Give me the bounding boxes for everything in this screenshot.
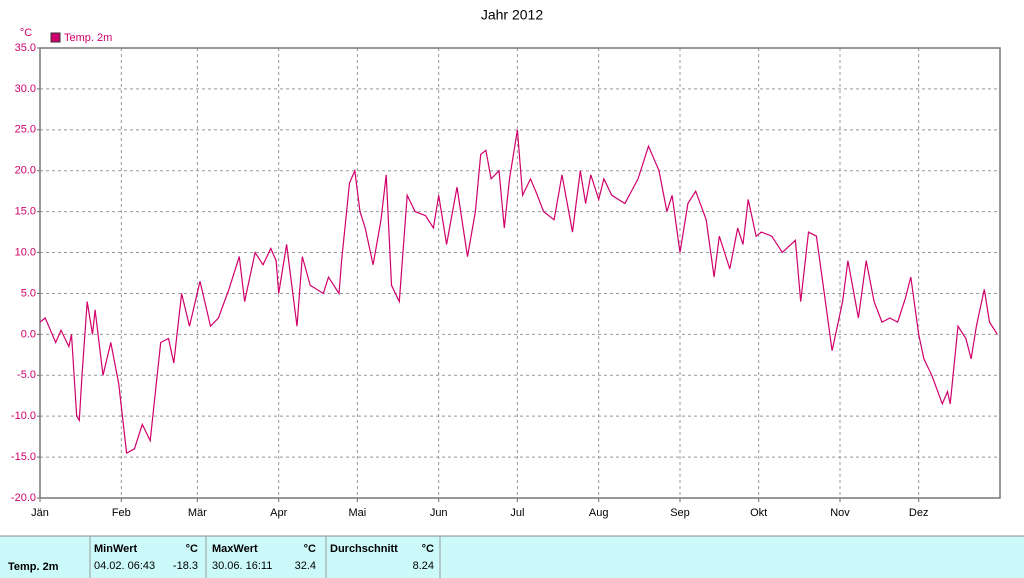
y-tick-label: 25.0 bbox=[15, 124, 36, 136]
stats-value: 32.4 bbox=[295, 560, 316, 572]
y-tick-label: -20.0 bbox=[11, 492, 36, 504]
legend-swatch bbox=[50, 32, 61, 43]
stats-date: 30.06. 16:11 bbox=[212, 560, 272, 572]
x-tick-label: Feb bbox=[112, 507, 131, 519]
x-tick-label: Jän bbox=[31, 507, 49, 519]
y-tick-label: 20.0 bbox=[15, 165, 36, 177]
stats-unit: °C bbox=[186, 543, 198, 555]
x-tick-label: Nov bbox=[830, 507, 850, 519]
x-tick-label: Jul bbox=[510, 507, 524, 519]
stats-value: -18.3 bbox=[173, 560, 198, 572]
x-tick-label: Mai bbox=[349, 507, 367, 519]
y-tick-label: 15.0 bbox=[15, 206, 36, 218]
stats-panel bbox=[0, 536, 1024, 578]
stats-table: Temp. 2m MinWert °C 04.02. 06:43 -18.3 MaxWe… bbox=[8, 536, 441, 578]
stats-value: 8.24 bbox=[413, 560, 434, 572]
y-tick-label: 10.0 bbox=[15, 246, 36, 258]
y-tick-label: 30.0 bbox=[15, 83, 36, 95]
y-axis-label: °C bbox=[20, 27, 32, 39]
stats-date: 04.02. 06:43 bbox=[94, 560, 155, 572]
y-tick-label: -5.0 bbox=[17, 369, 36, 381]
y-tick-label: 5.0 bbox=[21, 287, 36, 299]
x-tick-label: Sep bbox=[670, 507, 690, 519]
y-tick-label: 35.0 bbox=[15, 42, 36, 54]
x-tick-label: Aug bbox=[589, 507, 609, 519]
y-tick-label: -10.0 bbox=[11, 410, 36, 422]
plot-area bbox=[40, 48, 1000, 498]
series-line bbox=[39, 129, 998, 454]
stats-unit: °C bbox=[422, 543, 434, 555]
x-tick-label: Dez bbox=[909, 507, 929, 519]
x-tick-label: Mär bbox=[188, 507, 207, 519]
chart-title: Jahr 2012 bbox=[481, 7, 543, 23]
stats-row-label: Temp. 2m bbox=[8, 561, 59, 573]
stats-header: Durchschnitt bbox=[330, 543, 398, 555]
x-tick-label: Okt bbox=[750, 507, 767, 519]
stats-header: MinWert bbox=[94, 543, 138, 555]
stats-header: MaxWert bbox=[212, 543, 258, 555]
y-tick-label: -15.0 bbox=[11, 451, 36, 463]
x-tick-label: Apr bbox=[270, 507, 287, 519]
plot-frame bbox=[39, 47, 1001, 499]
stats-unit: °C bbox=[304, 543, 316, 555]
legend-label: Temp. 2m bbox=[64, 32, 112, 44]
x-tick-label: Jun bbox=[430, 507, 448, 519]
y-tick-label: 0.0 bbox=[21, 328, 36, 340]
